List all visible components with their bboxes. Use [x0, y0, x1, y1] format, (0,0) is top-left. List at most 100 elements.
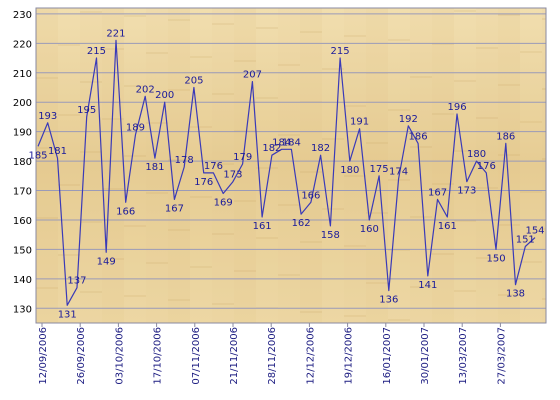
wood-plank — [256, 8, 278, 323]
data-label: 189 — [126, 123, 145, 134]
data-label: 195 — [77, 105, 96, 116]
data-label: 138 — [506, 289, 525, 300]
data-label: 175 — [370, 164, 389, 175]
x-tick-label: 16/01/2007 — [382, 327, 393, 385]
data-label: 141 — [418, 280, 437, 291]
data-label: 202 — [136, 84, 155, 95]
y-tick-label: 200 — [13, 98, 32, 109]
data-label: 166 — [116, 206, 135, 217]
y-tick-label: 130 — [13, 304, 32, 315]
data-label: 193 — [38, 111, 57, 122]
wood-plank — [432, 8, 454, 323]
x-tick-label: 30/01/2007 — [420, 327, 431, 385]
data-label: 137 — [67, 276, 86, 287]
data-label: 181 — [145, 162, 164, 173]
wood-plank — [410, 8, 432, 323]
data-label: 179 — [233, 152, 252, 163]
data-label: 149 — [97, 256, 116, 267]
data-label: 161 — [438, 221, 457, 232]
wood-plank — [300, 8, 322, 323]
data-label: 167 — [428, 187, 447, 198]
x-tick-label: 21/11/2006 — [229, 327, 240, 385]
x-tick-label: 07/11/2006 — [191, 327, 202, 385]
data-label: 200 — [155, 90, 174, 101]
data-label: 184 — [272, 137, 291, 148]
data-label: 166 — [301, 190, 320, 201]
y-tick-label: 230 — [13, 10, 32, 21]
wood-plank — [476, 8, 498, 323]
data-label: 169 — [214, 197, 233, 208]
y-tick-label: 180 — [13, 157, 32, 168]
data-label: 178 — [175, 155, 194, 166]
data-label: 131 — [58, 309, 77, 320]
data-label: 160 — [360, 224, 379, 235]
wood-plank — [520, 8, 542, 323]
x-tick-label: 12/12/2006 — [305, 327, 316, 385]
data-label: 174 — [389, 167, 408, 178]
data-label: 176 — [477, 161, 496, 172]
data-label: 181 — [48, 146, 67, 157]
wood-plank — [542, 8, 546, 323]
wood-plank — [366, 8, 388, 323]
y-tick-label: 210 — [13, 69, 32, 80]
y-tick-label: 190 — [13, 128, 32, 139]
data-label: 215 — [331, 46, 350, 57]
wood-plank — [388, 8, 410, 323]
wood-plank — [190, 8, 212, 323]
wood-plank — [80, 8, 102, 323]
wood-plank — [234, 8, 256, 323]
data-label: 176 — [204, 161, 223, 172]
data-label: 154 — [525, 226, 544, 237]
data-label: 176 — [194, 177, 213, 188]
data-label: 180 — [467, 149, 486, 160]
plot-area — [36, 8, 546, 323]
data-label: 205 — [184, 75, 203, 86]
x-tick-label: 28/11/2006 — [267, 327, 278, 385]
data-label: 173 — [223, 170, 242, 181]
wood-plank — [124, 8, 146, 323]
data-label: 221 — [106, 28, 125, 39]
data-label: 151 — [516, 234, 535, 245]
data-label: 162 — [292, 218, 311, 229]
x-tick-label: 19/12/2006 — [344, 327, 355, 385]
wood-plank — [36, 8, 58, 323]
data-label: 161 — [253, 221, 272, 232]
x-tick-label: 17/10/2006 — [153, 327, 164, 385]
wood-plank — [498, 8, 520, 323]
data-label: 186 — [409, 131, 428, 142]
y-tick-label: 220 — [13, 39, 32, 50]
y-tick-label: 150 — [13, 245, 32, 256]
data-label: 180 — [340, 165, 359, 176]
data-label: 173 — [457, 186, 476, 197]
x-tick-label: 13/03/2007 — [458, 327, 469, 385]
series-line — [37, 39, 536, 306]
data-label: 215 — [87, 46, 106, 57]
data-label: 136 — [379, 295, 398, 306]
plot-background — [36, 7, 546, 323]
data-label: 191 — [350, 117, 369, 128]
wood-plank — [212, 8, 234, 323]
data-label: 185 — [28, 150, 47, 161]
x-tick-label: 26/09/2006 — [76, 327, 87, 385]
data-label: 167 — [165, 203, 184, 214]
data-labels: 185 193 181 131 137 195 215 149 221 166 189 202 181 2… — [28, 28, 544, 320]
data-label: 186 — [496, 131, 515, 142]
data-label: 182 — [262, 143, 281, 154]
data-label: 158 — [321, 230, 340, 241]
y-tick-label: 170 — [13, 187, 32, 198]
plot-frame — [35, 7, 547, 324]
data-label: 192 — [399, 114, 418, 125]
wood-plank — [146, 8, 168, 323]
data-label: 196 — [447, 102, 466, 113]
data-label: 184 — [282, 137, 301, 148]
wood-plank — [168, 8, 190, 323]
wood-plank — [344, 8, 366, 323]
x-tick-label: 12/09/2006 — [38, 327, 49, 385]
data-label: 150 — [486, 253, 505, 264]
wood-plank — [278, 8, 300, 323]
x-tick-label: 03/10/2006 — [114, 327, 125, 385]
data-label: 182 — [311, 143, 330, 154]
y-tick-label: 140 — [13, 275, 32, 286]
x-axis: 12/09/2006 26/09/2006 03/10/2006 17/10/2006… — [38, 323, 507, 385]
